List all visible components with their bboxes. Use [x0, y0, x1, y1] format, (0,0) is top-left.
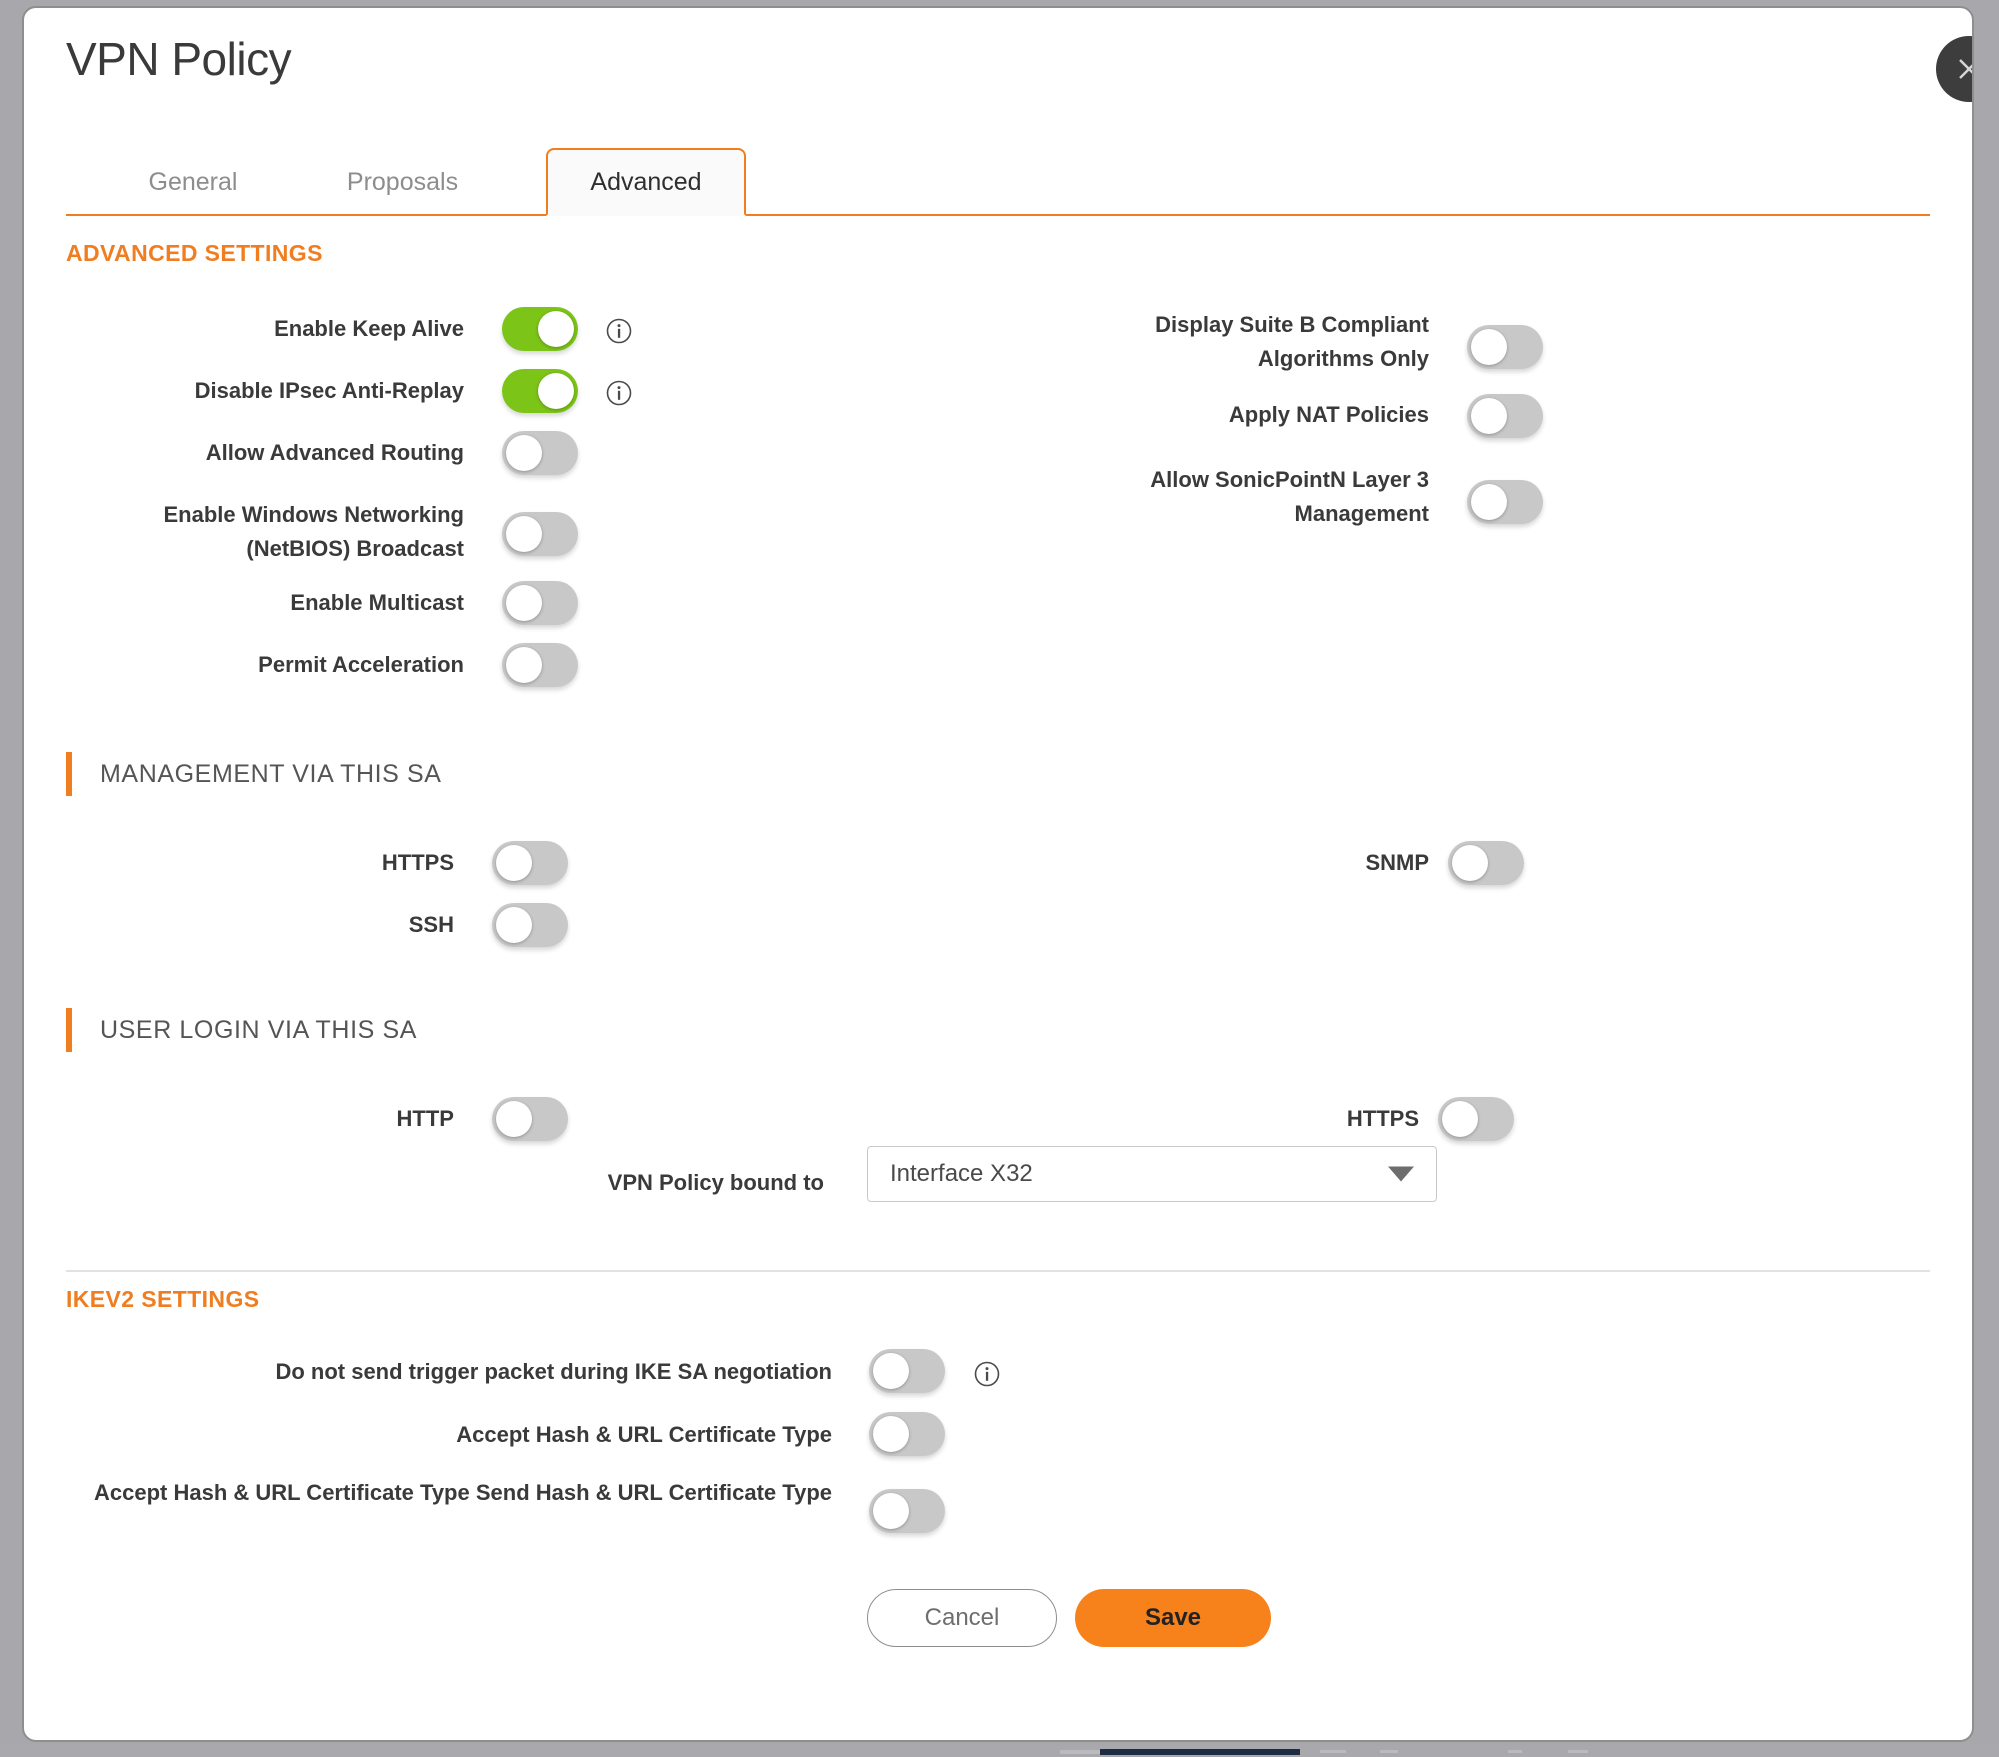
setting-label: Do not send trigger packet during IKE SA…: [275, 1359, 832, 1384]
close-icon: [1954, 54, 1972, 84]
background-sliver: [1508, 1750, 1522, 1753]
toggle-accept-send-hash-url-cert[interactable]: [869, 1489, 945, 1533]
tab-advanced[interactable]: Advanced: [546, 148, 746, 216]
toggle-mgmt-ssh[interactable]: [492, 903, 568, 947]
save-button[interactable]: Save: [1075, 1589, 1271, 1647]
toggle-enable-windows-networking[interactable]: [502, 512, 578, 556]
toggle-apply-nat-policies[interactable]: [1467, 394, 1543, 438]
info-icon[interactable]: [606, 318, 632, 344]
tab-proposals[interactable]: Proposals: [346, 167, 459, 196]
page-title: VPN Policy: [66, 33, 292, 85]
toggle-knob: [1452, 845, 1488, 881]
close-dialog-button[interactable]: [1936, 36, 1972, 102]
toggle-mgmt-snmp[interactable]: [1448, 841, 1524, 885]
toggle-allow-sonicpointn[interactable]: [1467, 480, 1543, 524]
toggle-knob: [873, 1493, 909, 1529]
toggle-knob: [1471, 398, 1507, 434]
toggle-enable-keep-alive[interactable]: [502, 307, 578, 351]
setting-label: Accept Hash & URL Certificate Type: [456, 1422, 832, 1447]
setting-label: Enable Multicast: [290, 590, 464, 615]
toggle-knob: [496, 907, 532, 943]
setting-label: Permit Acceleration: [258, 652, 464, 677]
chevron-down-icon: [1388, 1166, 1414, 1182]
toggle-knob: [873, 1416, 909, 1452]
setting-label: HTTPS: [381, 850, 454, 875]
toggle-display-suite-b[interactable]: [1467, 325, 1543, 369]
setting-label: SNMP: [1365, 850, 1429, 875]
section-heading-user-login-via-sa: USER LOGIN VIA THIS SA: [100, 1015, 417, 1044]
toggle-knob: [496, 845, 532, 881]
vpn-policy-dialog: VPN Policy General Proposals Advanced AD…: [22, 6, 1974, 1742]
background-sliver: [1380, 1750, 1398, 1753]
info-icon[interactable]: [974, 1361, 1000, 1387]
toggle-knob: [1442, 1101, 1478, 1137]
background-sliver: [1568, 1750, 1588, 1753]
vpn-policy-bound-to-label: VPN Policy bound to: [607, 1170, 824, 1195]
setting-label: HTTPS: [1346, 1106, 1419, 1131]
toggle-login-https[interactable]: [1438, 1097, 1514, 1141]
toggle-disable-ipsec-anti-replay[interactable]: [502, 369, 578, 413]
setting-label: Accept Hash & URL Certificate Type Send …: [94, 1480, 832, 1505]
section-divider: [66, 1270, 1930, 1272]
toggle-knob: [506, 435, 542, 471]
toggle-knob: [873, 1353, 909, 1389]
section-accent-bar: [66, 752, 72, 796]
vpn-policy-bound-to-select[interactable]: Interface X32: [867, 1146, 1437, 1202]
cancel-button[interactable]: Cancel: [867, 1589, 1057, 1647]
toggle-knob: [538, 373, 574, 409]
select-value: Interface X32: [890, 1160, 1033, 1187]
toggle-knob: [496, 1101, 532, 1137]
toggle-knob: [538, 311, 574, 347]
toggle-enable-multicast[interactable]: [502, 581, 578, 625]
setting-label: Enable Keep Alive: [274, 316, 464, 341]
setting-label: Apply NAT Policies: [1228, 402, 1429, 427]
section-management-via-sa: MANAGEMENT VIA THIS SA: [66, 752, 442, 796]
toggle-knob: [1471, 329, 1507, 365]
toggle-knob: [1471, 484, 1507, 520]
info-icon[interactable]: [606, 380, 632, 406]
section-heading-ikev2-settings: IKEV2 SETTINGS: [66, 1286, 260, 1312]
tab-bar: General Proposals Advanced: [66, 148, 1930, 216]
toggle-login-http[interactable]: [492, 1097, 568, 1141]
background-sliver: [1320, 1750, 1346, 1753]
section-heading-advanced-settings: ADVANCED SETTINGS: [66, 240, 323, 266]
toggle-knob: [506, 516, 542, 552]
background-taskbar-item: [1100, 1749, 1300, 1755]
toggle-knob: [506, 647, 542, 683]
setting-label: Disable IPsec Anti-Replay: [194, 378, 464, 403]
setting-label: Display Suite B Compliant Algorithms Onl…: [1155, 312, 1429, 371]
setting-label: SSH: [408, 912, 454, 937]
setting-label: HTTP: [396, 1106, 454, 1131]
background-sliver: [1060, 1750, 1100, 1754]
toggle-accept-hash-url-cert[interactable]: [869, 1412, 945, 1456]
section-heading-management-via-sa: MANAGEMENT VIA THIS SA: [100, 759, 442, 788]
section-user-login-via-sa: USER LOGIN VIA THIS SA: [66, 1008, 417, 1052]
toggle-mgmt-https[interactable]: [492, 841, 568, 885]
toggle-knob: [506, 585, 542, 621]
toggle-permit-acceleration[interactable]: [502, 643, 578, 687]
background-strip: [0, 1745, 1999, 1757]
setting-label: Allow SonicPointN Layer 3 Management: [1150, 467, 1429, 526]
toggle-allow-advanced-routing[interactable]: [502, 431, 578, 475]
setting-label: Allow Advanced Routing: [205, 440, 464, 465]
section-accent-bar: [66, 1008, 72, 1052]
tab-general[interactable]: General: [148, 167, 238, 196]
toggle-no-trigger-packet[interactable]: [869, 1349, 945, 1393]
setting-label: Enable Windows Networking (NetBIOS) Broa…: [163, 502, 465, 561]
tab-underline: [66, 214, 1930, 216]
